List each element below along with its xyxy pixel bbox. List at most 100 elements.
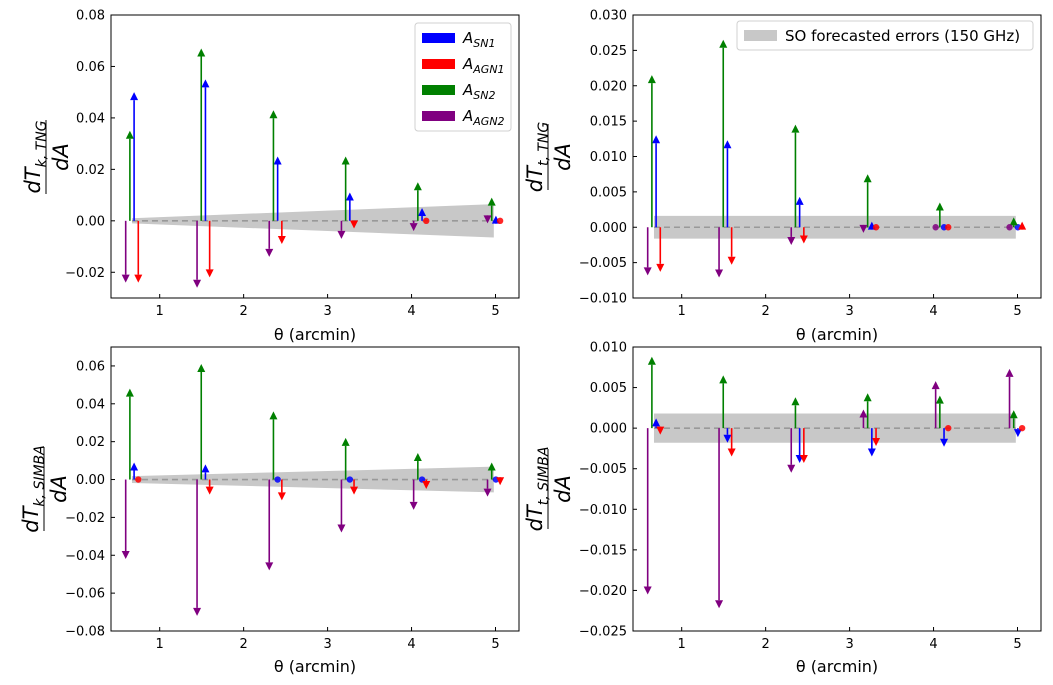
svg-text:AAGN2: AAGN2: [462, 107, 505, 128]
arrow-a-agn1: [727, 428, 736, 457]
arrow-a-agn2: [121, 479, 130, 560]
x-tick-label: 1: [678, 637, 686, 652]
y-tick-label: 0.02: [76, 163, 105, 178]
svg-text:ASN1: ASN1: [462, 29, 495, 50]
arrow-a-sn2: [863, 393, 872, 429]
arrow-a-agn2: [193, 220, 202, 288]
x-axis-label: θ (arcmin): [274, 657, 356, 676]
arrow-a-sn1: [274, 476, 281, 483]
axes: 1 2 3 4 5 −0.02 0.00 0.02 0.04 0.06 0.08: [65, 9, 499, 320]
arrow-a-agn2: [931, 381, 940, 429]
arrow-a-sn2: [197, 48, 206, 221]
arrow-a-sn1: [867, 428, 876, 457]
arrow-a-agn2: [787, 227, 796, 245]
axes: 1 2 3 4 5 −0.010 −0.005 0.000 0.005 0.010 0.015 0.0…: [579, 9, 1022, 320]
x-tick-label: 2: [762, 637, 770, 652]
arrow-a-agn1: [872, 428, 881, 446]
x-tick-label: 4: [407, 637, 415, 652]
y-tick-label: 0.08: [76, 9, 105, 24]
y-tick-label: 0.00: [76, 473, 105, 488]
y-label-subscript: t, TNG: [536, 122, 552, 166]
y-tick-label: 0.015: [590, 115, 627, 130]
y-tick-label: 0.000: [590, 422, 627, 437]
arrow-a-sn1: [345, 192, 354, 221]
arrow-a-agn1: [945, 424, 952, 432]
arrow-a-sn1: [723, 140, 732, 228]
legend-sub-sn2: SN2: [473, 89, 495, 102]
legend-label-band: SO forecasted errors (150 GHz): [785, 27, 1020, 45]
x-tick-label: 2: [762, 304, 770, 319]
derivative-arrows: [643, 39, 1027, 278]
x-axis-label: θ (arcmin): [274, 325, 356, 344]
arrow-a-agn1: [350, 220, 359, 229]
x-tick-label: 3: [323, 637, 331, 652]
y-tick-label: 0.010: [590, 150, 627, 165]
y-tick-label: −0.02: [65, 511, 105, 526]
legend: SO forecasted errors (150 GHz): [736, 20, 1034, 51]
y-label-denominator: dA: [47, 475, 71, 503]
arrow-a-sn1: [346, 476, 354, 483]
x-tick-label: 1: [156, 304, 164, 319]
derivative-arrows: [121, 48, 504, 288]
arrow-a-agn2: [337, 220, 346, 239]
arrow-a-sn2: [125, 130, 134, 221]
arrow-a-sn2: [269, 110, 278, 221]
arrow-a-sn2: [125, 388, 134, 480]
arrow-a-agn1: [799, 428, 808, 464]
arrow-a-sn1: [130, 92, 139, 221]
legend-swatch-sn2: [422, 85, 455, 95]
arrow-a-agn2: [787, 428, 796, 473]
arrow-a-sn2: [1009, 410, 1018, 429]
legend-box: [736, 20, 1034, 51]
arrow-a-agn1: [422, 479, 431, 489]
y-label-numerator: dT: [523, 164, 547, 192]
arrow-a-sn2: [341, 437, 350, 480]
y-tick-label: −0.010: [579, 292, 627, 307]
arrow-a-agn1: [872, 224, 880, 231]
arrow-a-agn2: [715, 227, 724, 278]
y-tick-label: −0.005: [579, 462, 627, 477]
x-tick-label: 2: [240, 304, 248, 319]
arrow-a-sn2: [413, 453, 422, 480]
y-tick-label: 0.020: [590, 79, 627, 94]
x-tick-label: 3: [323, 304, 331, 319]
arrow-a-agn2: [643, 227, 652, 276]
arrow-a-agn2: [121, 220, 130, 283]
y-tick-label: 0.06: [76, 60, 105, 75]
panel-t-tng: 1 2 3 4 5 −0.010 −0.005 0.000 0.005 0.010 0.015 0.0…: [523, 9, 1042, 344]
legend: ASN1 AAGN1 ASN2 AAGN2: [414, 22, 512, 132]
arrow-a-agn1: [656, 426, 665, 435]
arrow-a-sn1: [723, 428, 732, 443]
arrow-a-sn2: [647, 75, 656, 228]
legend-sub-agn1: AGN1: [472, 63, 504, 76]
arrow-a-agn1: [135, 476, 142, 483]
y-tick-label: 0.005: [590, 185, 627, 200]
panel-t-simba: 1 2 3 4 5 −0.025 −0.020 −0.015 −0.010 −0.005 0.000…: [523, 341, 1042, 676]
y-tick-label: 0.04: [76, 111, 105, 126]
plot-frame: [632, 346, 1042, 632]
y-tick-label: 0.00: [76, 214, 105, 229]
y-axis-label: dTt, TNG dA: [523, 122, 575, 193]
plot-frame: [632, 14, 1042, 299]
y-tick-label: −0.02: [65, 266, 105, 281]
legend-swatch-band: [744, 30, 777, 41]
arrow-a-sn2: [341, 156, 350, 221]
arrow-a-sn2: [863, 174, 872, 228]
arrow-a-agn2: [859, 224, 868, 233]
arrow-a-sn1: [201, 464, 210, 480]
arrow-a-sn1: [1013, 428, 1022, 438]
arrow-a-agn1: [277, 479, 286, 501]
y-tick-label: 0.005: [590, 381, 627, 396]
arrow-a-agn2: [715, 428, 724, 609]
y-tick-label: −0.04: [65, 549, 105, 564]
arrow-a-sn1: [652, 418, 661, 429]
arrow-a-agn2: [337, 479, 346, 533]
arrow-a-agn1: [799, 227, 808, 244]
x-tick-label: 4: [929, 304, 937, 319]
x-tick-label: 2: [240, 637, 248, 652]
arrow-a-agn1: [205, 220, 214, 278]
arrow-a-agn1: [423, 217, 430, 225]
x-tick-label: 5: [491, 304, 499, 319]
legend-box: [414, 22, 512, 132]
